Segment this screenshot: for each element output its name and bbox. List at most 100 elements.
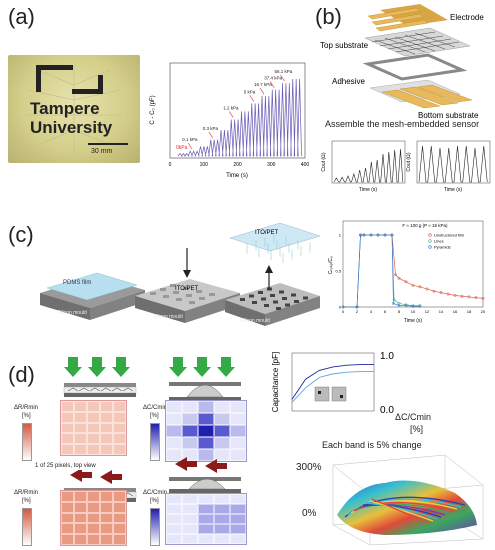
label-mould-3: Silicon mould: [240, 318, 270, 324]
surf-title: ΔC/Cmin: [395, 412, 432, 422]
logo-text-line1: Tampere: [30, 99, 100, 118]
c-xtick: 0: [342, 309, 345, 314]
c-chart-yticks: 00.51: [335, 233, 341, 310]
label-adhesive: Adhesive: [332, 77, 365, 86]
c-legend-label: Pyramids: [434, 245, 451, 250]
pixel-cell: [74, 512, 87, 524]
pattern-cell: [209, 293, 215, 296]
pixel-cell: [100, 523, 113, 535]
pixel-cell: [214, 401, 230, 413]
top-substrate: [364, 27, 471, 57]
pixel-cell: [198, 534, 214, 544]
pixel-cell: [166, 401, 182, 413]
dr-unit-1: [%]: [22, 413, 31, 419]
dr-colorbar-2: [22, 508, 32, 546]
d-sensor-press-left: [63, 357, 137, 397]
d-cap-top: 1.0: [380, 351, 394, 362]
dc-pixel-grid-1: [165, 400, 247, 462]
mould-hole: [252, 301, 257, 304]
c-series-point: [397, 276, 401, 280]
mesh-grid: [371, 31, 460, 55]
c-ytick: 0.5: [335, 269, 341, 274]
pdms-film: [46, 272, 138, 301]
surface-band: [371, 498, 430, 524]
step3-mould: [225, 283, 320, 326]
leaf-veins: [26, 65, 122, 155]
mould-hole: [240, 298, 245, 301]
c-legend-label: Unstructured film: [434, 233, 465, 238]
dc-pixel-grid-2: [165, 493, 247, 545]
pixel-cell: [113, 523, 126, 535]
b-chart-1-ylabel: Cout (Ω): [321, 152, 327, 171]
c-xtick: 20: [481, 309, 486, 314]
dc-label-2: ΔC/Cmin: [143, 490, 168, 496]
pixel-cell: [214, 514, 230, 524]
c-series-point: [446, 292, 450, 296]
c-series-point: [481, 296, 485, 300]
pixel-cell: [198, 401, 214, 413]
b-exploded-diagram: Electrode Top substrate Adhesive Bottom …: [320, 4, 484, 120]
a-pressure-arrow: [259, 87, 265, 95]
sensor-ridge: [100, 387, 112, 392]
pixel-cell: [198, 504, 214, 514]
c-series-line: [343, 234, 420, 308]
pattern-cell: [189, 301, 195, 304]
c-series-point: [474, 296, 478, 300]
pixel-cell: [61, 501, 74, 513]
pixel-cell: [61, 534, 74, 545]
sensor-ridge: [89, 387, 101, 392]
mould-hole: [270, 294, 275, 297]
sensor-ridge: [111, 387, 123, 392]
a-pressure-arrow: [229, 111, 234, 118]
pixel-cell: [166, 524, 182, 534]
pixel-cell: [87, 523, 100, 535]
panel-d-label: (d): [8, 362, 35, 387]
c-series-point: [383, 233, 387, 237]
pixel-cell: [166, 514, 182, 524]
label-pdms: PDMS film: [63, 280, 91, 286]
pixel-cell: [61, 512, 74, 524]
pixel-cell: [87, 444, 100, 455]
a-chart-trace: [177, 79, 302, 157]
c-xtick: 12: [425, 309, 430, 314]
c-chart-series: [341, 233, 485, 309]
c-series-point: [397, 304, 401, 308]
c-ytick: 0: [339, 305, 342, 310]
pixel-cell: [74, 523, 87, 535]
red-shear-arrows-2: [175, 457, 227, 473]
pixel-cell: [166, 437, 182, 449]
step1-mould: [40, 272, 145, 320]
d-3d-surface: [332, 455, 484, 545]
a-chart-zero-label: 0kPa: [176, 145, 188, 151]
tick-300: 300%: [296, 462, 322, 473]
pixel-cell: [100, 422, 113, 434]
c-series-point: [404, 280, 408, 284]
a-xtick: 100: [200, 162, 209, 168]
red-shear-arrows: [70, 470, 122, 484]
adhesive-frame: [362, 53, 468, 81]
pixel-cell: [166, 494, 182, 504]
c-ytick: 1: [339, 233, 342, 238]
pixel-cell: [74, 501, 87, 513]
pattern-cell: [173, 291, 179, 294]
c-legend-marker: [428, 245, 432, 249]
d-cap-series: [291, 364, 374, 403]
pixel-cell: [182, 413, 198, 425]
top-electrode-strips: [367, 7, 429, 32]
pixel-cell: [198, 514, 214, 524]
pixel-cell: [74, 491, 87, 502]
pixel-cell: [166, 534, 182, 544]
pixel-cell: [230, 413, 246, 425]
panel-a-label: (a): [8, 4, 35, 29]
c-series-point: [418, 304, 422, 308]
mould-hole: [273, 300, 278, 304]
pixel-cell: [182, 494, 198, 504]
c-series-point: [425, 287, 429, 291]
pixel-cell: [113, 501, 126, 513]
c-xtick: 4: [370, 309, 373, 314]
c-xtick: 18: [467, 309, 472, 314]
pixel-cell: [100, 512, 113, 524]
c-xtick: 8: [398, 309, 401, 314]
pixel-cell: [113, 512, 126, 524]
